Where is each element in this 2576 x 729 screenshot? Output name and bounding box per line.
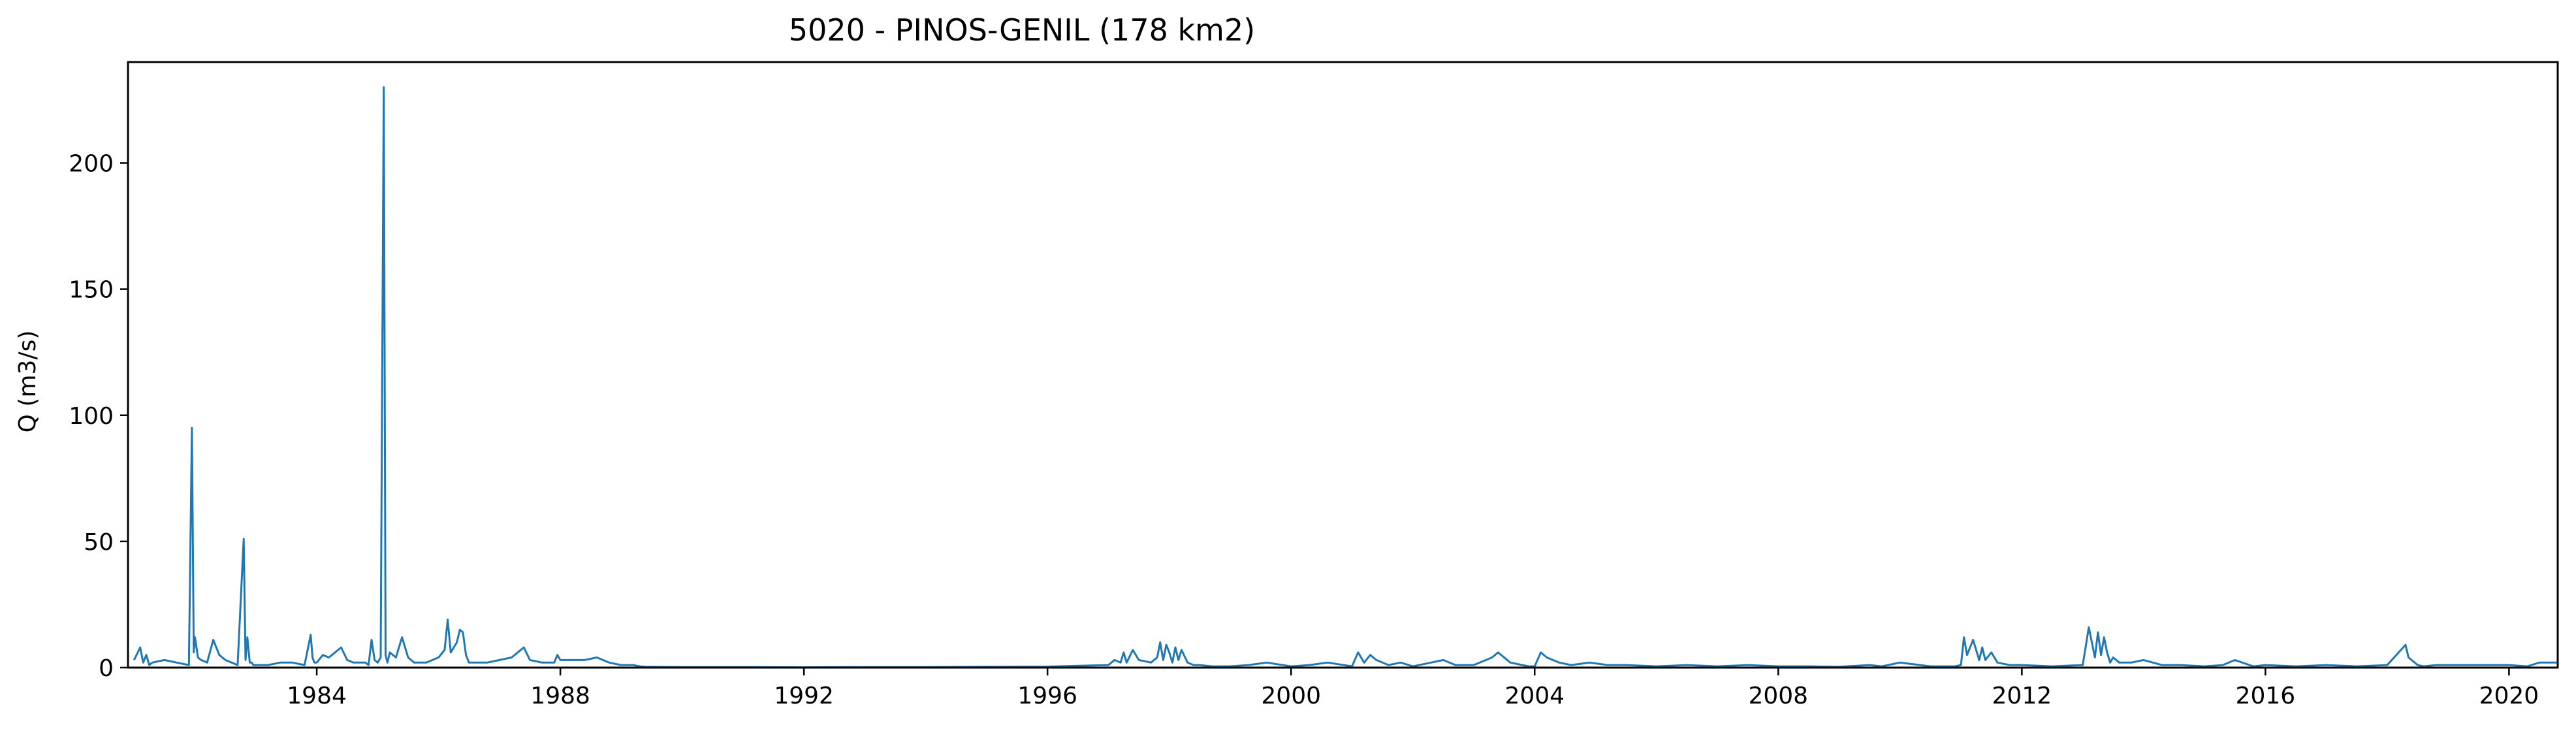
x-tick-label: 2004 xyxy=(1504,683,1565,709)
chart-title: 5020 - PINOS-GENIL (178 km2) xyxy=(789,12,1255,48)
x-tick-label: 1996 xyxy=(1017,683,1077,709)
y-tick-label: 100 xyxy=(69,403,114,430)
x-tick-label: 2000 xyxy=(1261,683,1321,709)
y-axis-ticks: 0 50 100 150 200 xyxy=(69,151,128,682)
x-tick-label: 2008 xyxy=(1748,683,1808,709)
y-tick-label: 200 xyxy=(69,151,114,178)
x-tick-label: 1988 xyxy=(530,683,590,709)
y-axis-label: Q (m3/s) xyxy=(14,331,41,433)
x-tick-label: 1984 xyxy=(287,683,347,709)
plot-frame xyxy=(127,61,2559,669)
x-tick-label: 1992 xyxy=(774,683,834,709)
x-tick-label: 2016 xyxy=(2236,683,2296,709)
plot-area xyxy=(133,86,2558,669)
y-tick-label: 0 xyxy=(99,655,114,682)
series-line-0 xyxy=(133,86,2558,669)
x-tick-label: 2020 xyxy=(2479,683,2539,709)
x-tick-label: 2012 xyxy=(1992,683,2052,709)
y-tick-label: 50 xyxy=(84,529,114,556)
y-tick-label: 150 xyxy=(69,277,114,304)
x-axis-ticks: 1984 1988 1992 1996 2000 2004 2008 2012 2016 2020 xyxy=(287,668,2539,709)
